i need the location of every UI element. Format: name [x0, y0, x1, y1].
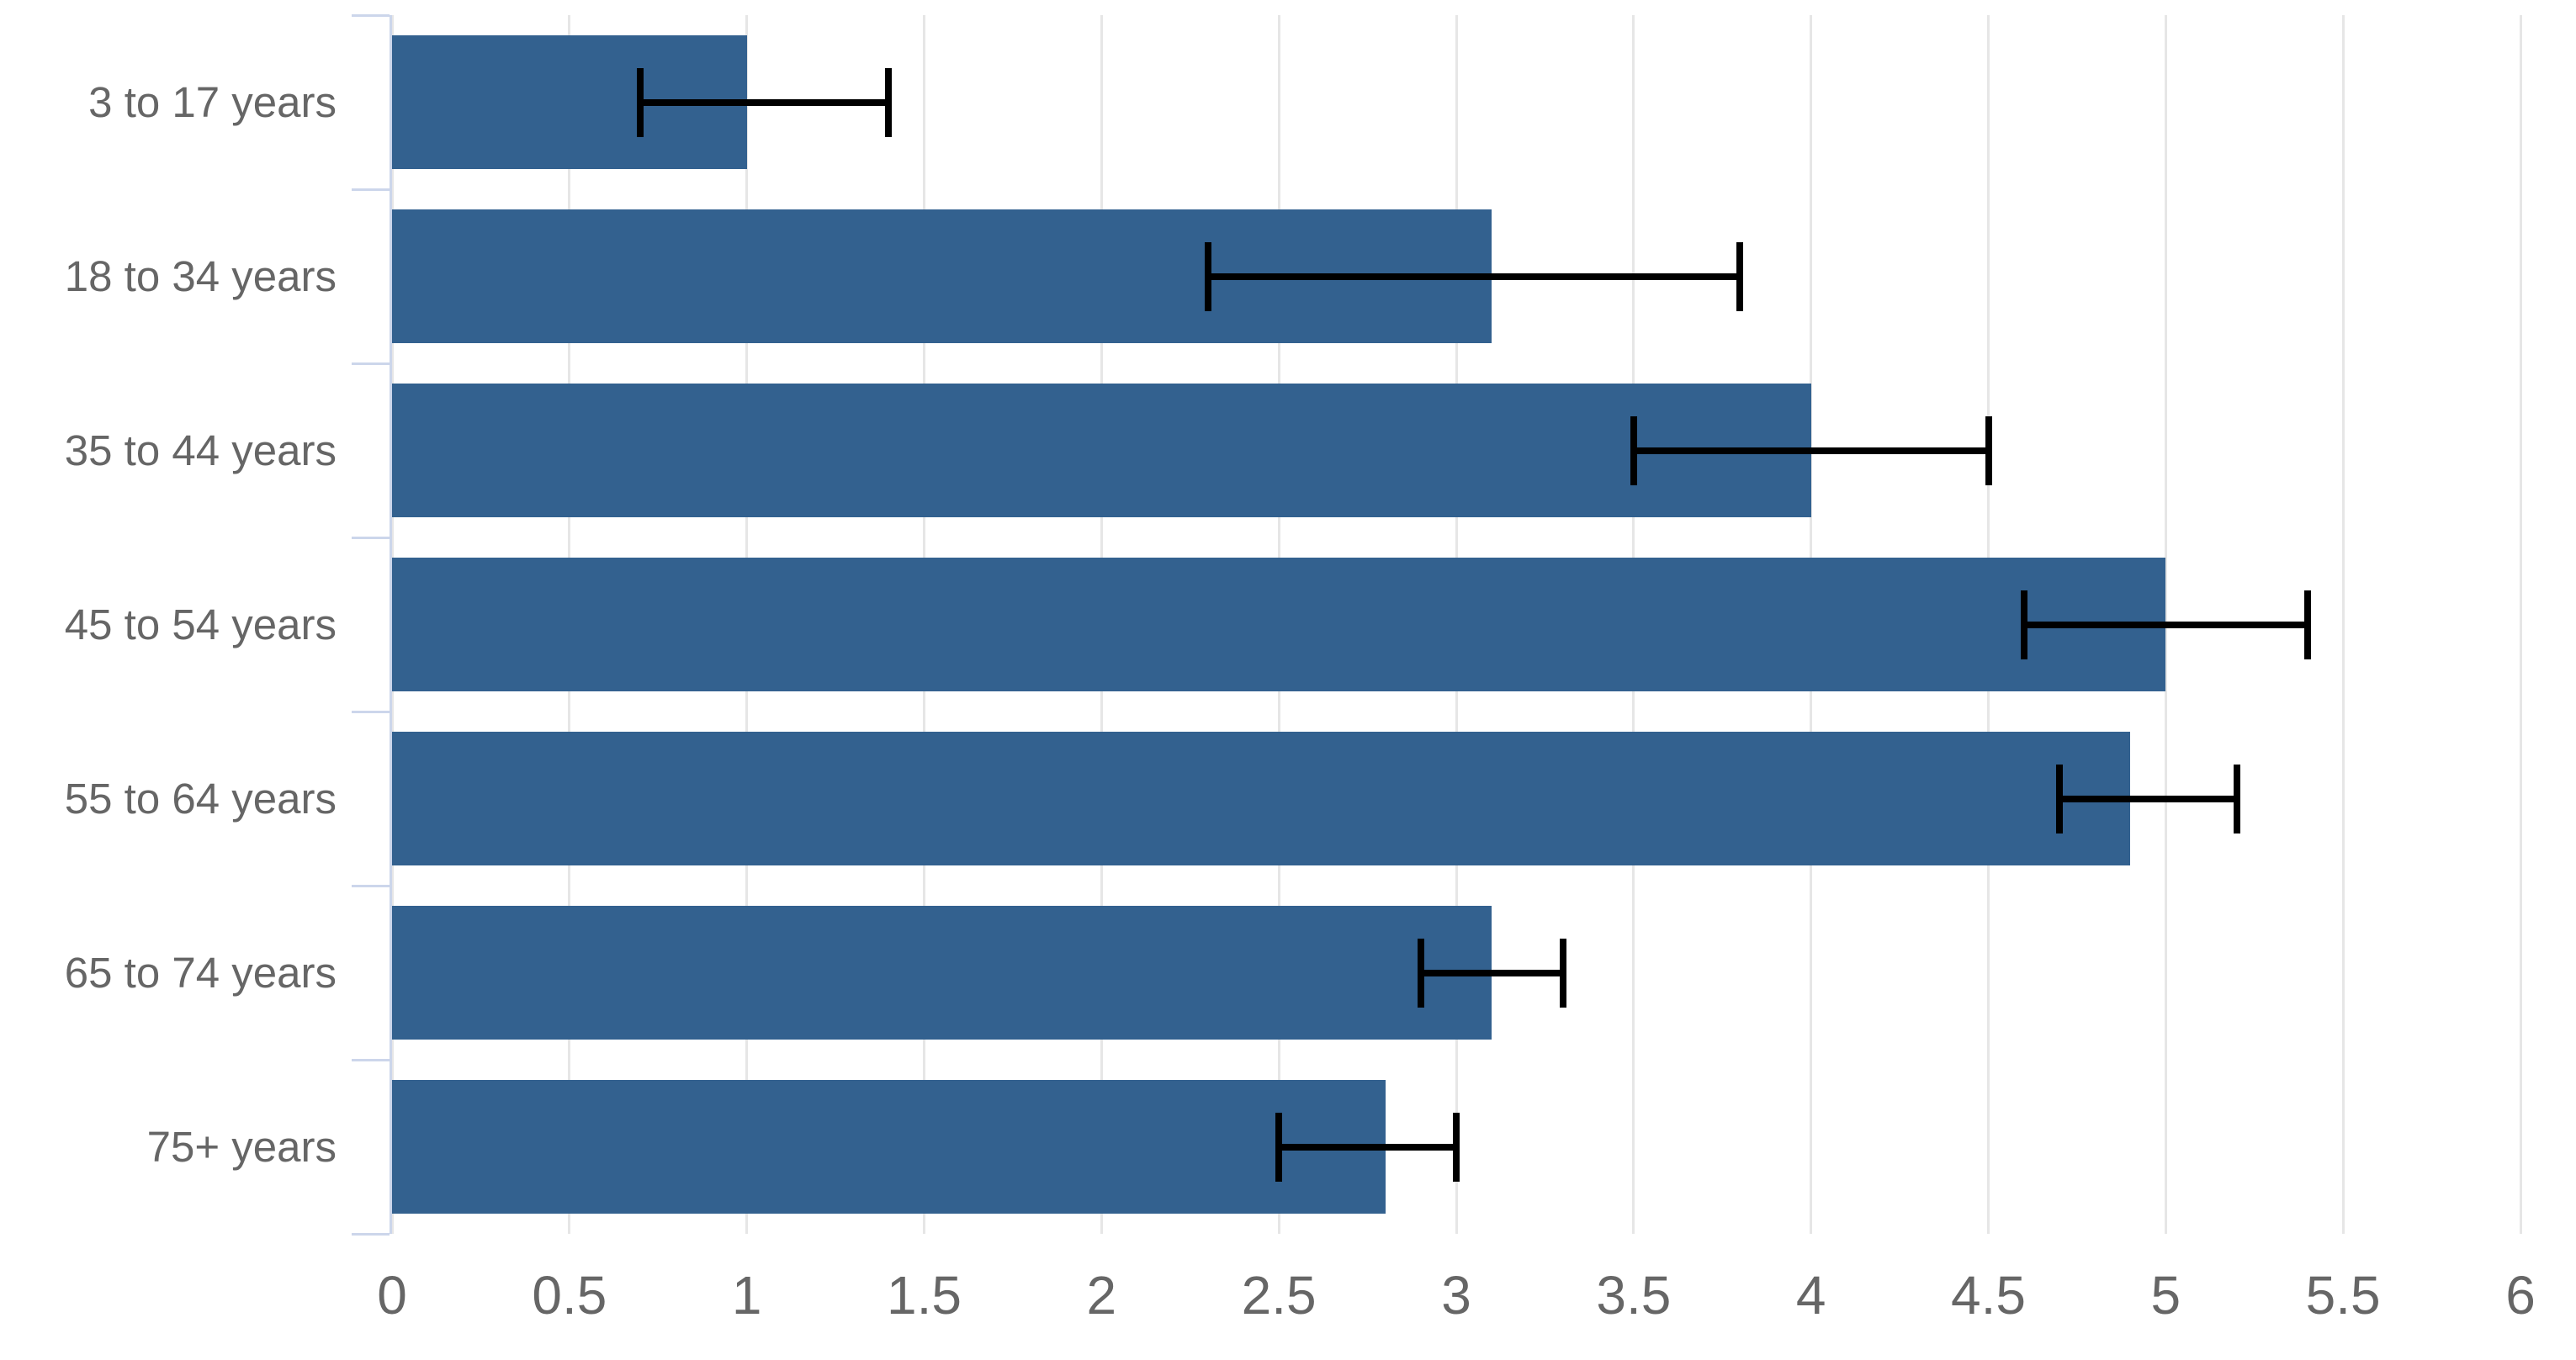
value-axis-tick-label: 4.5: [1951, 1265, 2026, 1326]
category-axis-tick: [352, 884, 390, 887]
category-axis-tick: [352, 1232, 390, 1236]
error-bar-cap-high: [1736, 241, 1744, 311]
error-bar-cap-high: [1453, 1112, 1460, 1182]
error-bar-cap-low: [1417, 938, 1424, 1008]
error-bar-line: [2059, 795, 2237, 802]
error-bar-cap-low: [637, 67, 644, 137]
value-axis-tick-label: 5.5: [2305, 1265, 2381, 1326]
bar[interactable]: [392, 1080, 1386, 1214]
error-bar-cap-high: [2304, 590, 2311, 659]
value-axis-tick-label: 4: [1795, 1265, 1826, 1326]
bar[interactable]: [392, 732, 2131, 865]
error-bar-cap-low: [2055, 764, 2063, 833]
category-axis-tick: [352, 188, 390, 191]
category-label: 45 to 54 years: [64, 600, 337, 648]
category-axis-tick: [352, 1058, 390, 1061]
gridline: [2341, 15, 2345, 1234]
category-label: 55 to 64 years: [64, 774, 337, 823]
category-axis-tick: [352, 710, 390, 713]
value-axis-tick-label: 2: [1086, 1265, 1117, 1326]
value-axis-tick-label: 1.5: [887, 1265, 962, 1326]
error-bar-line: [1207, 273, 1741, 280]
category-label: 3 to 17 years: [88, 77, 337, 126]
value-axis-tick-label: 6: [2505, 1265, 2536, 1326]
error-bar-line: [1420, 969, 1563, 976]
error-bar-cap-high: [2233, 764, 2240, 833]
value-axis-tick-label: 0: [377, 1265, 407, 1326]
error-bar-cap-low: [1275, 1112, 1283, 1182]
error-bar-line: [1633, 447, 1989, 454]
error-bar-cap-low: [2020, 590, 2027, 659]
bar[interactable]: [392, 906, 1492, 1040]
category-label: 65 to 74 years: [64, 948, 337, 997]
error-bar-cap-low: [1630, 415, 1637, 485]
error-bar-cap-high: [1559, 938, 1566, 1008]
bar[interactable]: [392, 558, 2166, 691]
category-label: 18 to 34 years: [64, 251, 337, 300]
category-label: 75+ years: [146, 1122, 337, 1171]
error-bar-line: [1279, 1143, 1456, 1151]
gridline: [2519, 15, 2522, 1234]
value-axis-tick-label: 3.5: [1596, 1265, 1672, 1326]
error-bar-line: [2023, 621, 2308, 628]
value-axis-tick-label: 3: [1441, 1265, 1471, 1326]
bar[interactable]: [392, 384, 1811, 517]
error-bar-line: [640, 98, 889, 106]
category-axis-tick: [352, 536, 390, 539]
category-label: 35 to 44 years: [64, 426, 337, 474]
category-axis-tick: [352, 362, 390, 365]
category-axis-tick: [352, 13, 390, 17]
value-axis-tick-label: 2.5: [1241, 1265, 1317, 1326]
value-axis-tick-label: 5: [2150, 1265, 2181, 1326]
value-axis-tick-label: 0.5: [532, 1265, 607, 1326]
value-axis-tick-label: 1: [731, 1265, 762, 1326]
category-axis-line: [390, 15, 392, 1234]
error-bar-cap-high: [1985, 415, 1992, 485]
error-bar-cap-high: [885, 67, 893, 137]
error-bar-cap-low: [1204, 241, 1211, 311]
